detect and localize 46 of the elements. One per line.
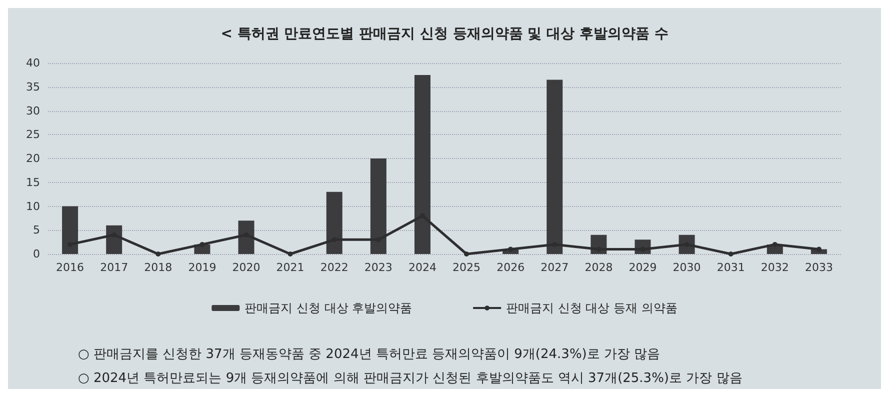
y-tick-label: 20 <box>26 152 40 165</box>
x-tick-label: 2020 <box>232 261 260 274</box>
x-tick-label: 2022 <box>320 261 348 274</box>
point <box>156 252 161 256</box>
x-tick-label: 2033 <box>804 261 833 274</box>
x-tick-label: 2025 <box>452 261 481 274</box>
text: ○ 판매금지를 신청한 37개 등재동약품 중 2024년 특허만료 등재의약품이 9개(24.3%)로 가장 많음 <box>78 347 660 362</box>
bar <box>326 192 342 254</box>
y-tick-label: 5 <box>33 224 40 237</box>
x-tick-label: 2030 <box>672 261 701 274</box>
text: ○ 2024년 특허만료되는 9개 등재의약품에 의해 판매금지가 신청된 후발의약품도 역시 37개(25.3%)로 가장 많음 <box>78 371 742 386</box>
point <box>508 246 514 252</box>
point <box>816 246 822 252</box>
y-tick-label: 35 <box>26 80 40 94</box>
x-tick-label: 2027 <box>540 261 569 274</box>
bar <box>370 158 386 254</box>
x-tick-label: 2024 <box>408 261 436 274</box>
legend-label: 판매금지 신청 대상 후발의약품 <box>244 301 412 315</box>
bar <box>414 74 430 254</box>
legend-label: 판매금지 신청 대상 등재 의약품 <box>506 301 678 315</box>
x-tick-label: 2028 <box>584 261 613 274</box>
point <box>772 242 778 247</box>
x-tick-label: 2023 <box>364 261 392 274</box>
y-tick-label: 15 <box>26 176 40 189</box>
bar <box>238 220 254 254</box>
x-tick-label: 2029 <box>628 261 657 274</box>
x-tick-label: 2019 <box>188 261 216 274</box>
x-tick-label: 2018 <box>144 261 172 274</box>
point <box>200 242 205 247</box>
y-tick-label: 30 <box>26 104 40 118</box>
y-tick-label: 25 <box>26 128 40 142</box>
point <box>288 252 293 256</box>
bar <box>62 206 78 254</box>
y-tick-label: 40 <box>26 56 40 70</box>
bar <box>546 80 563 254</box>
x-tick-label: 2021 <box>276 261 304 274</box>
y-tick-label: 10 <box>26 200 40 213</box>
point <box>728 252 734 256</box>
point <box>464 252 470 256</box>
x-tick-label: 2031 <box>716 261 745 274</box>
x-tick-label: 2017 <box>100 261 128 274</box>
chart-title: < 특허권 만료연도별 판매금지 신청 등재의약품 및 대상 후발의약품 수 <box>220 26 668 42</box>
y-tick-label: 0 <box>33 248 40 260</box>
x-tick-label: 2016 <box>56 261 84 274</box>
x-tick-label: 2032 <box>760 261 789 274</box>
x-tick-label: 2026 <box>496 261 525 274</box>
